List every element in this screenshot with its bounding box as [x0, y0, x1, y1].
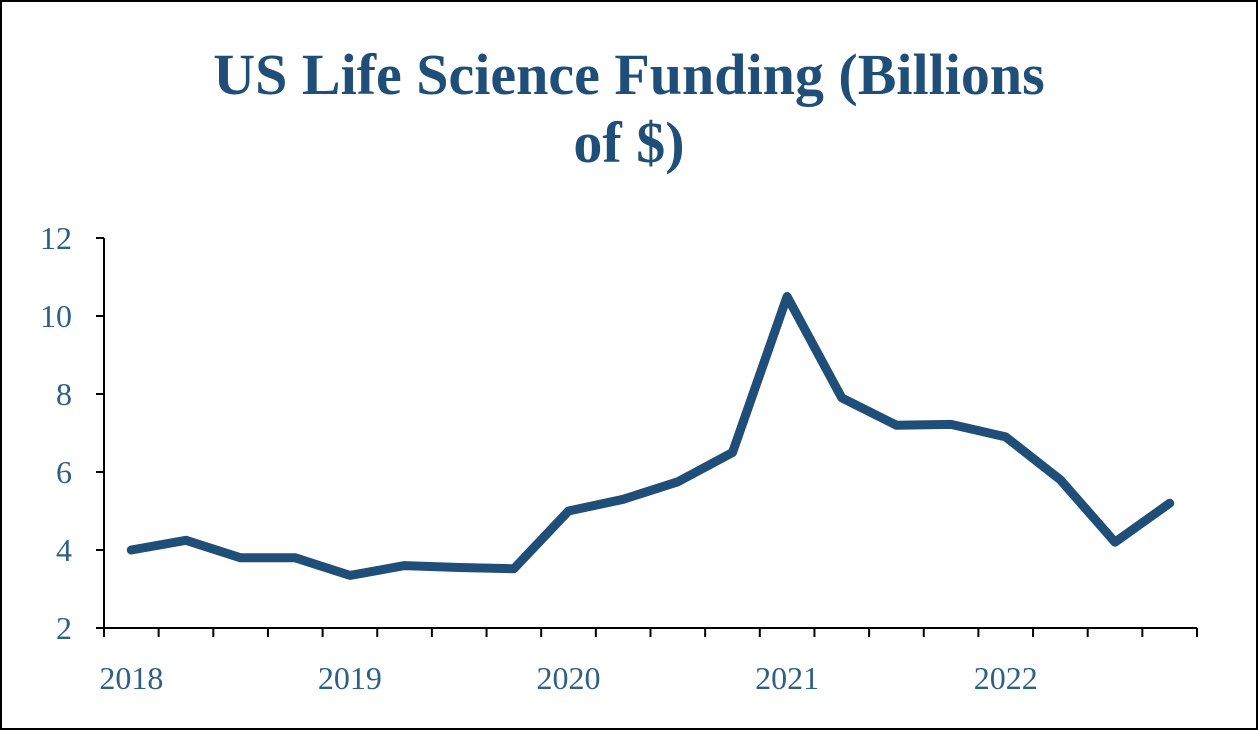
data-point	[1114, 541, 1117, 544]
x-tick-label: 2018	[99, 660, 163, 696]
chart-title-line-2: of $)	[573, 110, 684, 175]
chart-title-line-1: US Life Science Funding (Billions	[213, 42, 1044, 107]
y-tick-label: 2	[56, 610, 72, 646]
y-tick-label: 8	[56, 376, 72, 412]
data-point	[403, 564, 406, 567]
data-point	[895, 424, 898, 427]
data-point	[1168, 502, 1171, 505]
y-tick-label: 4	[56, 532, 72, 568]
y-tick-label: 6	[56, 454, 72, 490]
y-tick-label: 12	[40, 220, 72, 256]
data-point	[731, 451, 734, 454]
data-point	[184, 539, 187, 542]
data-point	[239, 556, 242, 559]
x-tick-label: 2022	[974, 660, 1038, 696]
data-point	[950, 423, 953, 426]
x-tick-label: 2021	[755, 660, 819, 696]
data-point	[1059, 478, 1062, 481]
data-point	[458, 566, 461, 569]
data-point	[567, 510, 570, 512]
axes: 2 4 6 8 10 12 2018 2019 2020 2021 2022	[40, 220, 1198, 696]
x-tick-label: 2019	[318, 660, 382, 696]
y-tick-label: 10	[40, 298, 72, 334]
data-point	[1004, 435, 1007, 438]
x-tick-label: 2020	[537, 660, 601, 696]
series-line	[126, 292, 1175, 580]
series-layer	[126, 292, 1175, 580]
data-point	[786, 295, 789, 298]
data-point	[130, 549, 133, 551]
data-point	[676, 480, 679, 483]
data-point	[348, 574, 351, 577]
data-point	[294, 556, 297, 559]
data-point	[840, 396, 843, 399]
data-point	[512, 567, 515, 570]
data-point	[622, 498, 625, 501]
